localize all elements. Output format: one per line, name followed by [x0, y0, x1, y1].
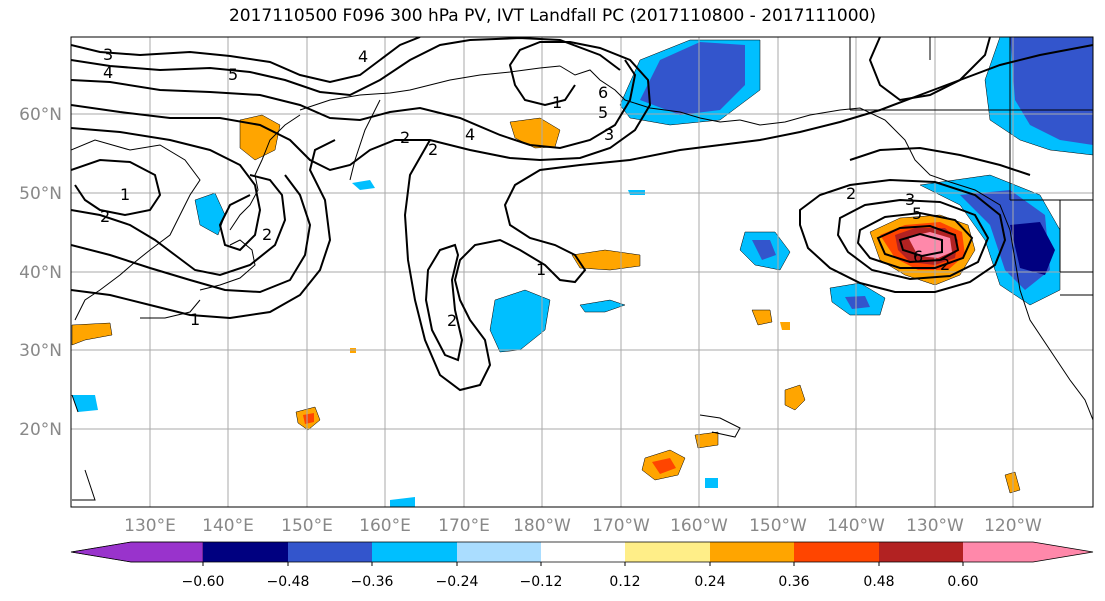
- map-frame: [70, 36, 1094, 508]
- contour-label: 2: [428, 140, 438, 159]
- contour-label: 2: [400, 128, 410, 147]
- contour-labels: 3 4 5 4 1 6 5 4 3 2 2 1 2 2 1 2 1 2 3 5 …: [100, 45, 950, 330]
- contour-label: 1: [552, 93, 562, 112]
- coastlines: [71, 37, 1093, 501]
- colorbar-segment: [541, 542, 625, 562]
- contour-label: 3: [103, 45, 113, 64]
- colorbar-tick-label: 0.24: [694, 574, 725, 590]
- colorbar-segment: [879, 542, 963, 562]
- contour-label: 5: [228, 65, 238, 84]
- latitude-labels: 60°N 50°N 40°N 30°N 20°N: [19, 105, 62, 440]
- colorbar-tick-label: 0.36: [778, 574, 809, 590]
- colorbar-outline: [70, 541, 1094, 563]
- shaded-anomalies: [71, 37, 1093, 507]
- lat-label: 50°N: [19, 184, 62, 204]
- lon-label: 160°E: [359, 516, 411, 536]
- colorbar-segment: [372, 542, 457, 562]
- contour-label: 6: [913, 247, 923, 266]
- contour-label: 5: [598, 103, 608, 122]
- grid-lines: [71, 37, 1093, 507]
- lon-label: 150°E: [281, 516, 333, 536]
- lat-label: 20°N: [19, 420, 62, 440]
- colorbar-tick-label: −0.60: [182, 574, 225, 590]
- colorbar-labels: −0.60 −0.48 −0.36 −0.24 −0.12 0.12 0.24 …: [182, 574, 979, 590]
- contour-label: 2: [940, 255, 950, 274]
- colorbar-segment: [963, 542, 1093, 562]
- colorbar-tick-label: −0.48: [267, 574, 310, 590]
- contour-label: 4: [103, 63, 113, 82]
- contour-label: 6: [598, 83, 608, 102]
- colorbar-tick-label: 0.48: [863, 574, 894, 590]
- contour-label: 2: [262, 225, 272, 244]
- contour-label: 1: [190, 310, 200, 329]
- colorbar: [70, 541, 1094, 566]
- map-title: 2017110500 F096 300 hPa PV, IVT Landfall…: [228, 6, 876, 26]
- lat-label: 60°N: [19, 105, 62, 125]
- colorbar-segment: [203, 542, 288, 562]
- colorbar-tick-label: −0.24: [436, 574, 479, 590]
- lon-label: 170°W: [592, 516, 650, 536]
- colorbar-segment: [794, 542, 879, 562]
- colorbar-segment: [457, 542, 541, 562]
- contour-label: 4: [465, 125, 475, 144]
- lon-label: 180°W: [513, 516, 571, 536]
- contour-label: 3: [604, 125, 614, 144]
- contour-label: 2: [846, 184, 856, 203]
- colorbar-tick-label: 0.12: [609, 574, 640, 590]
- longitude-labels: 130°E 140°E 150°E 160°E 170°E 180°W 170°…: [124, 516, 1042, 536]
- lon-label: 140°E: [202, 516, 254, 536]
- lon-label: 120°W: [984, 516, 1042, 536]
- colorbar-segment: [288, 542, 372, 562]
- lon-label: 160°W: [670, 516, 728, 536]
- colorbar-segment: [625, 542, 710, 562]
- pv-contours: [71, 37, 1093, 392]
- lon-label: 130°W: [906, 516, 964, 536]
- colorbar-segment: [710, 542, 794, 562]
- lon-label: 140°W: [827, 516, 885, 536]
- lon-label: 170°E: [438, 516, 490, 536]
- contour-label: 5: [912, 204, 922, 223]
- colorbar-tick-label: −0.12: [520, 574, 563, 590]
- lat-label: 30°N: [19, 341, 62, 361]
- contour-label: 2: [100, 207, 110, 226]
- lon-label: 130°E: [124, 516, 176, 536]
- contour-label: 4: [358, 47, 368, 66]
- colorbar-tick-label: −0.36: [351, 574, 394, 590]
- lat-label: 40°N: [19, 263, 62, 283]
- contour-label: 1: [120, 185, 130, 204]
- contour-label: 1: [536, 260, 546, 279]
- contour-label: 3: [905, 190, 915, 209]
- map-panel: 3 4 5 4 1 6 5 4 3 2 2 1 2 2 1 2 1 2 3 5 …: [71, 37, 1093, 507]
- colorbar-tick-label: 0.60: [947, 574, 978, 590]
- contour-label: 2: [447, 311, 457, 330]
- colorbar-segment: [70, 541, 204, 563]
- lon-label: 150°W: [749, 516, 807, 536]
